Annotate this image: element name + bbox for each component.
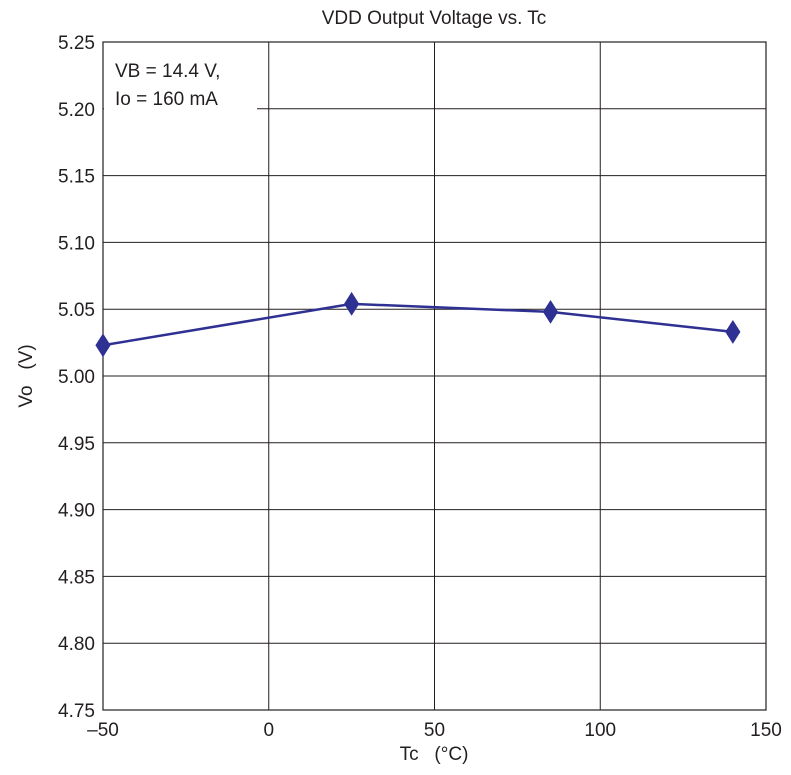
data-point-marker	[542, 299, 559, 324]
x-axis-tick-labels: –50 0 50 100 150	[87, 720, 782, 741]
data-point-marker	[344, 291, 360, 316]
y-tick-label: 5.15	[58, 167, 95, 188]
y-tick-label: 5.25	[58, 33, 95, 54]
chart-title: VDD Output Voltage vs. Tc	[322, 8, 547, 29]
plot-area-border	[102, 41, 767, 711]
x-tick-label: 0	[263, 720, 274, 741]
y-tick-label: 5.20	[58, 100, 95, 121]
x-tick-label: 150	[750, 720, 782, 741]
conditions-annotation: VB = 14.4 V, Io = 160 mA	[104, 43, 257, 115]
x-tick-label: 100	[584, 720, 616, 741]
y-tick-label: 5.00	[58, 367, 95, 388]
grid-lines	[103, 42, 766, 710]
x-tick-label: 50	[424, 720, 445, 741]
x-tick-label: –50	[87, 720, 119, 741]
x-axis-label: Tc (°C)	[400, 744, 469, 765]
annotation-line-2: Io = 160 mA	[115, 89, 218, 110]
annotation-background	[104, 43, 257, 115]
y-axis-tick-labels: 4.75 4.80 4.85 4.90 4.95 5.00 5.05 5.10 5.15 5.20…	[58, 33, 95, 722]
y-axis-label: Vo (V)	[16, 344, 37, 407]
data-point-marker	[95, 333, 111, 358]
series-vo	[95, 291, 741, 358]
y-tick-label: 4.75	[58, 701, 95, 722]
y-tick-label: 4.95	[58, 434, 95, 455]
series-line	[102, 302, 733, 347]
y-tick-label: 4.80	[58, 634, 95, 655]
y-tick-label: 5.10	[58, 233, 95, 254]
y-tick-label: 5.05	[58, 300, 95, 321]
annotation-line-1: VB = 14.4 V,	[115, 61, 220, 82]
data-point-marker	[725, 319, 741, 344]
y-tick-label: 4.85	[58, 567, 95, 588]
y-tick-label: 4.90	[58, 501, 95, 522]
